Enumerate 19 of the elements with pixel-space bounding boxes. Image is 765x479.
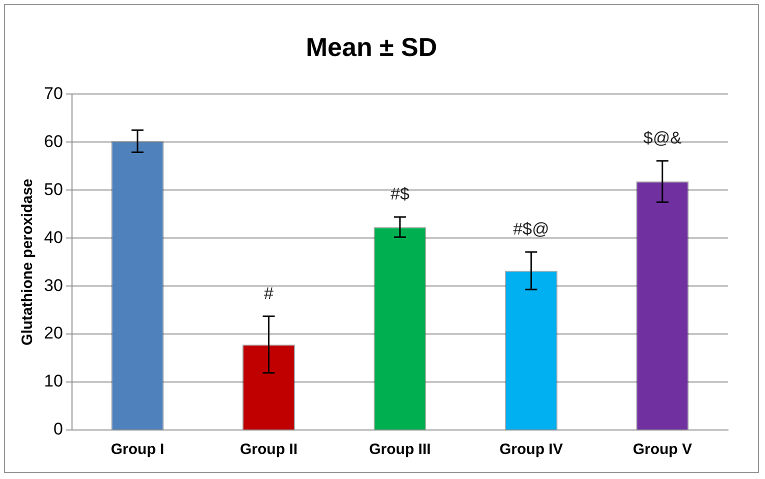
y-tick-label: 70 (44, 84, 63, 103)
annotation: #$ (390, 184, 410, 204)
x-tick-label: Group V (632, 441, 692, 458)
x-tick-label: Group I (110, 441, 164, 458)
x-tick-label: Group II (240, 441, 298, 458)
y-tick-label: 60 (44, 132, 63, 151)
chart-title: Mean ± SD (306, 32, 438, 62)
y-tick-label: 20 (44, 324, 63, 343)
annotation: $@& (643, 128, 682, 148)
y-tick-label: 0 (53, 420, 63, 439)
x-tick-label: Group III (369, 441, 431, 458)
y-tick-label: 10 (44, 372, 63, 391)
annotation: #$@ (513, 220, 550, 239)
y-tick-label: 30 (44, 276, 63, 295)
annotation: # (264, 284, 274, 303)
x-tick-label: Group IV (500, 441, 563, 458)
y-tick-label: 50 (44, 180, 63, 199)
y-tick-label: 40 (44, 228, 63, 247)
y-axis-title: Glutathione peroxidase (19, 178, 36, 346)
